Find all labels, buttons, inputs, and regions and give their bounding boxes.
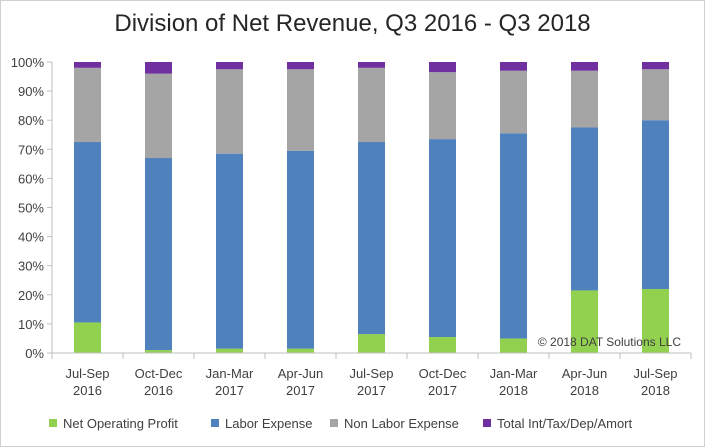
bar-segment xyxy=(429,72,456,140)
legend-label: Total Int/Tax/Dep/Amort xyxy=(497,416,632,431)
bar-segment xyxy=(216,69,243,154)
y-tick-label: 80% xyxy=(18,113,44,128)
legend-label: Net Operating Profit xyxy=(63,416,178,431)
y-tick-label: 0% xyxy=(25,346,44,361)
legend-swatch xyxy=(330,419,338,427)
bar-segment xyxy=(74,142,101,323)
bar-segment xyxy=(500,338,527,353)
bar-segment xyxy=(287,69,314,151)
x-tick-label: Oct-Dec 2016 xyxy=(135,366,183,398)
bar-segment xyxy=(571,62,598,71)
y-tick-label: 30% xyxy=(18,259,44,274)
bar-area xyxy=(74,62,669,353)
y-tick-label: 90% xyxy=(18,84,44,99)
x-axis: Jul-Sep 2016 Oct-Dec 2016 Jan-Mar 2017 Apr-Jun… xyxy=(51,352,692,398)
y-tick-label: 70% xyxy=(18,142,44,157)
bar-segment xyxy=(429,139,456,337)
x-tick-label: Jul-Sep 2016 xyxy=(65,366,109,398)
bar-segment xyxy=(571,290,598,353)
bar-segment xyxy=(145,350,172,353)
x-tick-label: Apr-Jun 2017 xyxy=(278,366,324,398)
bar-segment xyxy=(287,62,314,70)
y-tick-label: 60% xyxy=(18,171,44,186)
x-tick-label: Apr-Jun 2018 xyxy=(562,366,608,398)
bar-segment xyxy=(500,62,527,71)
y-axis: 0% 10% 20% 30% 40% 50% 60% 70% 80% 90% 100% xyxy=(11,55,53,361)
y-tick-label: 40% xyxy=(18,230,44,245)
bar-segment xyxy=(642,288,669,353)
x-tick-label: Jul-Sep 2017 xyxy=(349,366,393,398)
bar-segment xyxy=(358,67,385,143)
x-tick-label: Jul-Sep 2018 xyxy=(633,366,677,398)
bar-segment xyxy=(358,334,385,353)
copyright-annotation: © 2018 DAT Solutions LLC xyxy=(538,335,681,349)
legend-swatch xyxy=(211,419,219,427)
legend-label: Non Labor Expense xyxy=(344,416,459,431)
bar-segment xyxy=(287,348,314,353)
bar-segment xyxy=(429,62,456,73)
bar-segment xyxy=(74,322,101,353)
bar-segment xyxy=(74,67,101,143)
y-tick-label: 20% xyxy=(18,288,44,303)
legend: Net Operating Profit Labor Expense Non Lab… xyxy=(49,416,632,431)
legend-label: Labor Expense xyxy=(225,416,312,431)
bar-segment xyxy=(287,150,314,349)
x-tick-label: Oct-Dec 2017 xyxy=(419,366,467,398)
bar-segment xyxy=(145,62,172,74)
y-tick-label: 100% xyxy=(11,55,45,70)
bar-segment xyxy=(571,127,598,291)
bar-segment xyxy=(642,69,669,121)
legend-swatch xyxy=(49,419,57,427)
bar-segment xyxy=(358,142,385,335)
y-tick-label: 50% xyxy=(18,201,44,216)
x-tick-label: Jan-Mar 2017 xyxy=(206,366,254,398)
bar-segment xyxy=(500,133,527,339)
bar-segment xyxy=(216,62,243,70)
x-tick-label: Jan-Mar 2018 xyxy=(490,366,538,398)
bar-segment xyxy=(216,153,243,349)
bar-segment xyxy=(571,70,598,128)
bar-segment xyxy=(145,73,172,159)
bar-segment xyxy=(216,348,243,353)
chart-title: Division of Net Revenue, Q3 2016 - Q3 20… xyxy=(114,10,591,37)
bar-segment xyxy=(500,70,527,134)
bar-segment xyxy=(74,62,101,68)
bar-segment xyxy=(642,120,669,289)
y-tick-label: 10% xyxy=(18,317,44,332)
bar-segment xyxy=(429,336,456,353)
bar-segment xyxy=(145,158,172,351)
legend-swatch xyxy=(483,419,491,427)
bar-segment xyxy=(358,62,385,68)
bar-segment xyxy=(642,62,669,70)
